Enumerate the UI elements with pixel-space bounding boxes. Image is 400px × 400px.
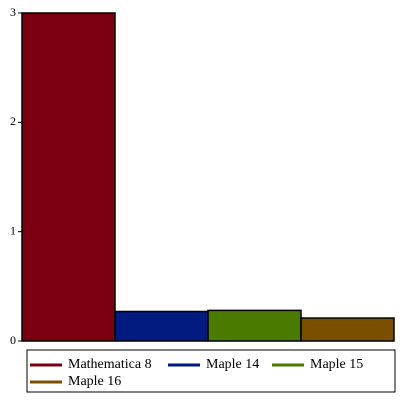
- y-tick-label: 1: [10, 223, 16, 237]
- y-tick-label: 2: [10, 114, 16, 128]
- y-tick-label: 3: [10, 5, 16, 19]
- legend-label: Maple 16: [68, 374, 121, 389]
- bar: [21, 12, 116, 342]
- legend-label: Maple 15: [310, 357, 363, 372]
- y-tick-label: 0: [10, 333, 16, 347]
- bar: [300, 317, 395, 342]
- legend-box: [26, 349, 396, 393]
- legend-label: Maple 14: [206, 357, 259, 372]
- bar: [207, 309, 302, 342]
- bar: [114, 310, 209, 342]
- legend-label: Mathematica 8: [68, 357, 152, 372]
